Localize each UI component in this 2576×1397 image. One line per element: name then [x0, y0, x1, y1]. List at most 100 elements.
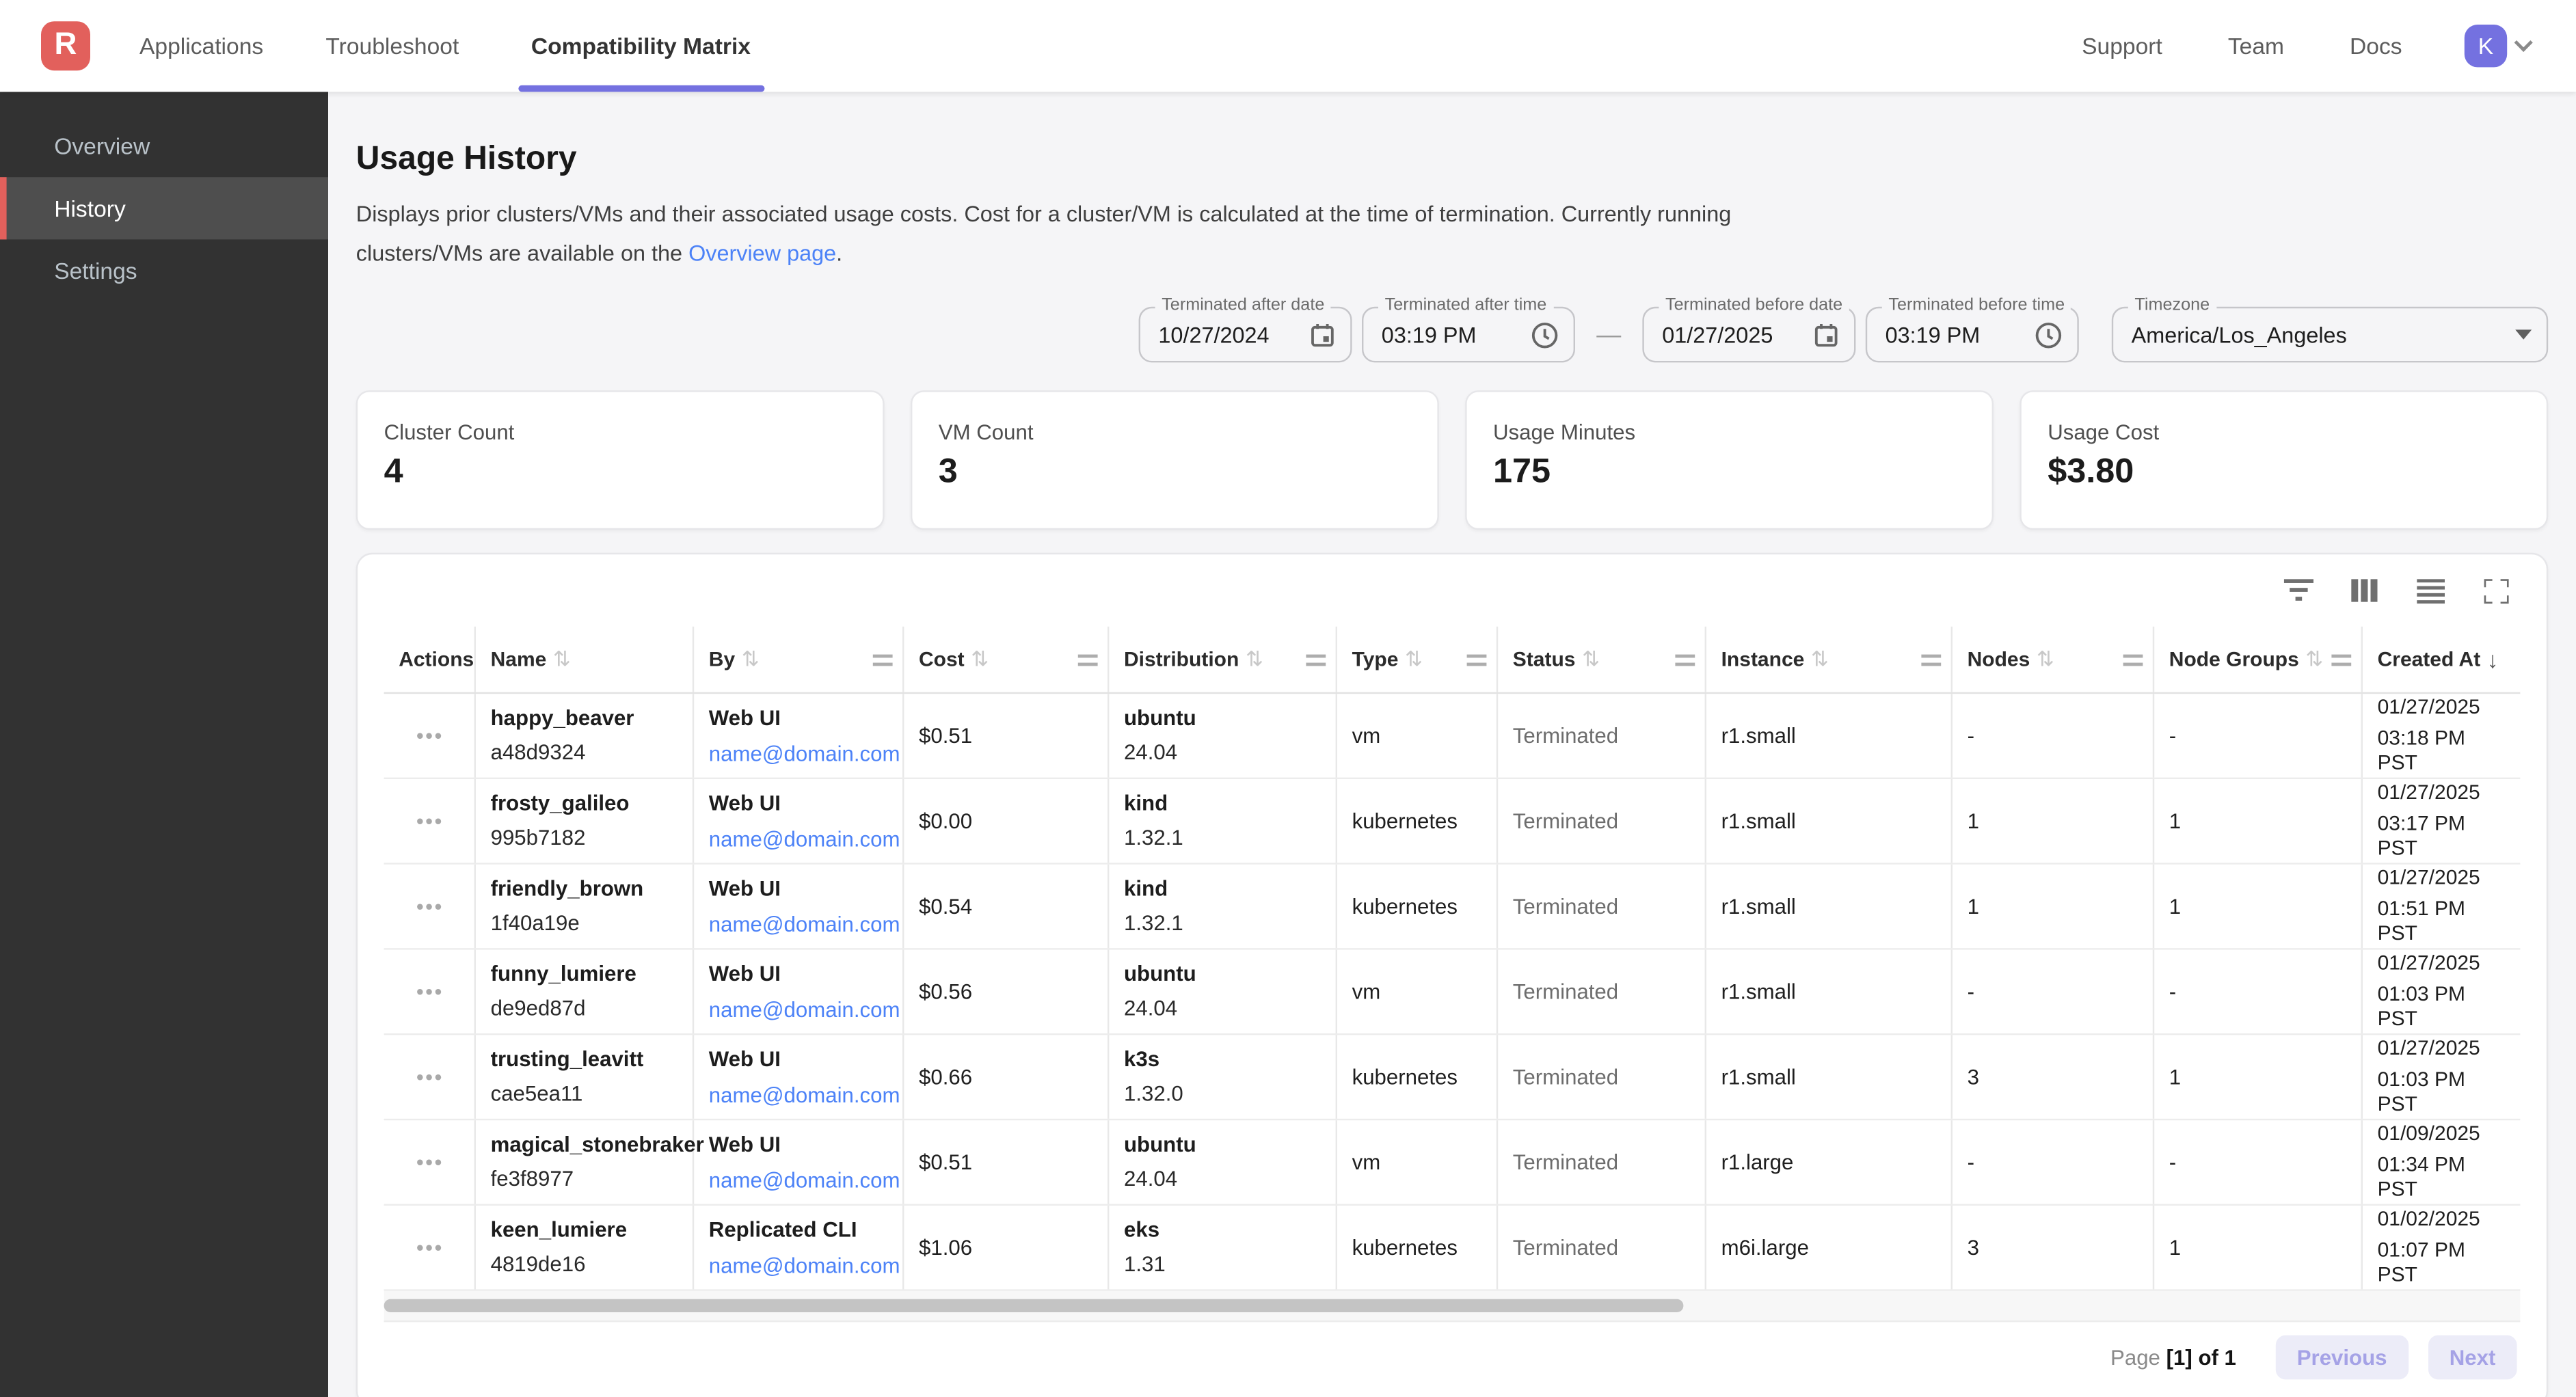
sort-icon[interactable]: ⇅: [1405, 646, 1423, 671]
column-menu-icon[interactable]: [1306, 653, 1326, 666]
column-header-cost[interactable]: Cost ⇅: [904, 626, 1110, 692]
created-by-source: Web UI: [708, 704, 781, 729]
cell-node-groups: 1: [2154, 779, 2363, 863]
cell-created-at: 01/27/2025 01:51 PM PST: [2363, 865, 2520, 948]
account-menu-button[interactable]: K: [2464, 25, 2533, 68]
filter-icon[interactable]: [2281, 573, 2317, 609]
column-header-created-at[interactable]: Created At ↓: [2363, 627, 2520, 692]
row-actions-button[interactable]: •••: [416, 979, 444, 1004]
created-by-email-link[interactable]: name@domain.com: [708, 1081, 900, 1107]
column-header-name[interactable]: Name ⇅: [476, 626, 695, 692]
density-icon[interactable]: [2412, 573, 2448, 609]
previous-page-button[interactable]: Previous: [2275, 1335, 2409, 1380]
column-menu-icon[interactable]: [2123, 653, 2143, 666]
next-page-button[interactable]: Next: [2428, 1335, 2517, 1380]
node-groups-value: -: [2169, 979, 2177, 1004]
terminated-before-time-value[interactable]: 03:19 PM: [1885, 322, 1981, 347]
created-by-email-link[interactable]: name@domain.com: [708, 826, 900, 851]
row-actions-button[interactable]: •••: [416, 809, 444, 834]
column-header-nodes[interactable]: Nodes ⇅: [1953, 626, 2155, 692]
sort-icon[interactable]: ⇅: [1582, 646, 1600, 671]
node-groups-value: -: [2169, 1150, 2177, 1175]
instance-value: r1.small: [1721, 1064, 1796, 1089]
clock-icon[interactable]: [1531, 321, 1559, 349]
node-groups-value: -: [2169, 723, 2177, 748]
column-header-node-groups[interactable]: Node Groups ⇅: [2154, 626, 2363, 692]
row-actions-button[interactable]: •••: [416, 894, 444, 919]
column-header-distribution[interactable]: Distribution ⇅: [1109, 626, 1338, 692]
cell-node-groups: 1: [2154, 864, 2363, 949]
terminated-after-time-field[interactable]: Terminated after time 03:19 PM: [1362, 295, 1575, 363]
created-by-email-link[interactable]: name@domain.com: [708, 911, 900, 936]
calendar-icon[interactable]: [1813, 321, 1839, 347]
created-by-email-link[interactable]: name@domain.com: [708, 1252, 900, 1277]
terminated-after-time-value[interactable]: 03:19 PM: [1381, 322, 1477, 347]
fullscreen-icon[interactable]: [2478, 573, 2514, 609]
sort-icon[interactable]: ⇅: [1810, 646, 1829, 671]
cell-cost: $0.00: [904, 779, 1110, 863]
row-actions-button[interactable]: •••: [416, 1150, 444, 1175]
timezone-value[interactable]: America/Los_Angeles: [2131, 322, 2347, 347]
nav-applications[interactable]: Applications: [139, 33, 264, 59]
sort-icon[interactable]: ⇅: [971, 646, 989, 671]
created-by-email-link[interactable]: name@domain.com: [708, 996, 900, 1021]
terminated-after-date-value[interactable]: 10/27/2024: [1158, 322, 1270, 347]
columns-icon[interactable]: [2346, 573, 2383, 609]
sidebar-item-history[interactable]: History: [0, 177, 329, 240]
cell-distribution: k3s 1.32.0: [1109, 1035, 1338, 1119]
cell-by: Web UI name@domain.com: [694, 779, 904, 863]
created-by-source: Web UI: [708, 1046, 781, 1071]
replicated-logo[interactable]: R: [41, 21, 91, 71]
sort-icon[interactable]: ⇅: [2036, 646, 2055, 671]
cell-type: kubernetes: [1337, 1206, 1499, 1290]
calendar-icon[interactable]: [1309, 321, 1335, 347]
cell-name: keen_lumiere 4819de16: [476, 1206, 695, 1290]
created-by-email-link[interactable]: name@domain.com: [708, 740, 900, 765]
column-header-by[interactable]: By ⇅: [694, 626, 904, 692]
sort-icon[interactable]: ⇅: [552, 646, 572, 671]
sidebar-item-overview[interactable]: Overview: [54, 133, 150, 159]
scrollbar-thumb[interactable]: [384, 1299, 1684, 1313]
terminated-before-date-value[interactable]: 01/27/2025: [1662, 322, 1773, 347]
nav-docs[interactable]: Docs: [2350, 33, 2402, 59]
terminated-before-time-field[interactable]: Terminated before time 03:19 PM: [1865, 295, 2079, 363]
terminated-after-date-field[interactable]: Terminated after date 10/27/2024: [1138, 295, 1352, 363]
row-actions-button[interactable]: •••: [416, 1064, 444, 1089]
created-by-source: Web UI: [708, 875, 781, 900]
column-menu-icon[interactable]: [1466, 653, 1487, 666]
column-header-status[interactable]: Status ⇅: [1498, 626, 1706, 692]
sort-icon[interactable]: ⇅: [1245, 646, 1264, 671]
nav-compatibility-matrix[interactable]: Compatibility Matrix: [518, 0, 764, 92]
sort-desc-icon[interactable]: ↓: [2486, 646, 2499, 673]
terminated-before-date-field[interactable]: Terminated before date 01/27/2025: [1642, 295, 1856, 363]
cell-instance: r1.small: [1706, 949, 1953, 1033]
created-by-email-link[interactable]: name@domain.com: [708, 1167, 900, 1192]
avatar[interactable]: K: [2464, 25, 2508, 68]
row-actions-button[interactable]: •••: [416, 723, 444, 748]
nav-team[interactable]: Team: [2227, 33, 2285, 59]
column-menu-icon[interactable]: [2331, 653, 2352, 666]
column-menu-icon[interactable]: [872, 653, 893, 666]
column-label: Instance: [1721, 648, 1805, 671]
timezone-select[interactable]: Timezone America/Los_Angeles: [2111, 295, 2549, 363]
column-menu-icon[interactable]: [1077, 653, 1098, 666]
column-header-type[interactable]: Type ⇅: [1337, 626, 1499, 692]
column-menu-icon[interactable]: [1675, 653, 1695, 666]
nav-troubleshoot[interactable]: Troubleshoot: [325, 33, 459, 59]
table-header-row: Actions Name ⇅ By ⇅ Cost ⇅ Distribut: [384, 626, 2521, 694]
sort-icon[interactable]: ⇅: [741, 646, 760, 671]
cell-created-at: 01/27/2025 01:03 PM PST: [2363, 1035, 2520, 1118]
column-header-instance[interactable]: Instance ⇅: [1706, 626, 1953, 692]
cell-by: Web UI name@domain.com: [694, 1035, 904, 1119]
column-menu-icon[interactable]: [1921, 653, 1942, 666]
nav-support[interactable]: Support: [2082, 33, 2162, 59]
column-label: Cost: [919, 648, 965, 671]
dropdown-arrow-icon[interactable]: [2515, 329, 2532, 340]
sort-icon[interactable]: ⇅: [2305, 646, 2324, 671]
row-actions-button[interactable]: •••: [416, 1235, 444, 1260]
clock-icon[interactable]: [2035, 321, 2063, 349]
stat-label: Usage Cost: [2048, 420, 2160, 445]
overview-page-link[interactable]: Overview page: [688, 241, 837, 266]
terminated-before-time-label: Terminated before time: [1881, 295, 2071, 315]
sidebar-item-settings[interactable]: Settings: [54, 257, 137, 284]
